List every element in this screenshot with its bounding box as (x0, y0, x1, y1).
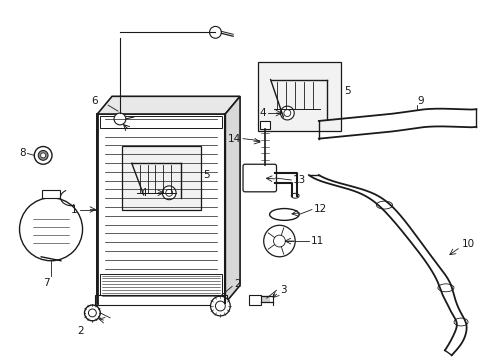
Text: 14: 14 (227, 134, 241, 144)
Circle shape (210, 296, 230, 316)
Circle shape (280, 106, 294, 120)
Text: 10: 10 (461, 239, 474, 249)
Text: 13: 13 (293, 175, 306, 185)
Text: 6: 6 (91, 96, 98, 106)
Text: 7: 7 (43, 278, 49, 288)
Circle shape (114, 113, 125, 125)
Text: 12: 12 (313, 203, 326, 213)
Polygon shape (97, 114, 225, 303)
Text: 2: 2 (77, 326, 84, 336)
Circle shape (41, 153, 45, 158)
Circle shape (34, 147, 52, 164)
Circle shape (162, 186, 176, 200)
Bar (248, 295, 260, 305)
Polygon shape (97, 96, 240, 114)
Bar (259, 121, 269, 129)
Circle shape (209, 26, 221, 38)
Bar (122, 145, 200, 210)
Text: 5: 5 (203, 170, 210, 180)
Bar (42, 190, 60, 198)
Circle shape (84, 305, 100, 321)
Text: 1: 1 (71, 204, 78, 215)
Text: 4: 4 (141, 188, 147, 198)
Text: 3: 3 (280, 285, 286, 295)
Text: 9: 9 (416, 96, 423, 106)
Bar (95, 295, 227, 305)
Text: 5: 5 (344, 86, 350, 96)
Circle shape (215, 301, 225, 311)
Bar (257, 62, 341, 131)
Text: 2: 2 (234, 279, 240, 289)
FancyBboxPatch shape (243, 164, 276, 192)
Text: 8: 8 (19, 148, 25, 158)
Polygon shape (225, 96, 240, 303)
Circle shape (20, 198, 82, 261)
Bar (100, 116, 222, 128)
Circle shape (263, 225, 295, 257)
Circle shape (38, 150, 48, 160)
Bar (100, 274, 222, 298)
Text: 11: 11 (310, 236, 324, 246)
Text: 4: 4 (259, 108, 265, 118)
